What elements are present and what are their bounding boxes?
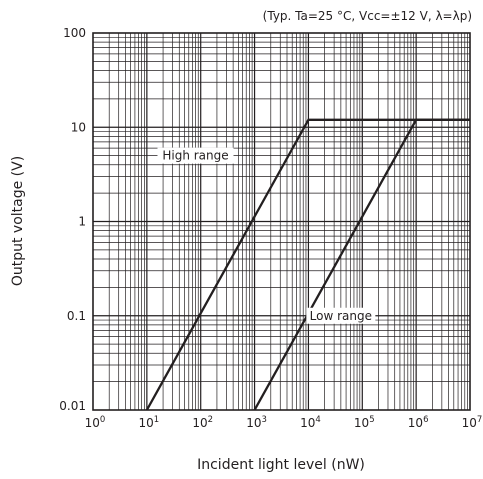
- y-axis-ticks: 100 10 1 0.1 0.01: [59, 26, 86, 413]
- x-axis-ticks: 100 101 102 103 104 105 106 107: [85, 415, 483, 430]
- y-axis-title: Output voltage (V): [10, 156, 26, 286]
- y-tick-label: 100: [63, 26, 86, 40]
- x-tick-label: 105: [354, 415, 375, 430]
- grid: [93, 33, 470, 410]
- y-tick-label: 10: [71, 120, 86, 134]
- x-tick-label: 106: [408, 415, 429, 430]
- y-tick-label: 0.1: [67, 309, 86, 323]
- series-labels: High range Low range: [157, 147, 376, 324]
- y-tick-label: 0.01: [59, 399, 86, 413]
- series-label-text: High range: [162, 149, 228, 163]
- x-tick-label: 100: [85, 415, 106, 430]
- x-axis-title: Incident light level (nW): [197, 457, 365, 473]
- series-label: High range: [157, 147, 234, 164]
- x-tick-label: 107: [462, 415, 483, 430]
- y-tick-label: 1: [78, 215, 86, 229]
- x-tick-label: 103: [246, 415, 267, 430]
- plot-area: [92, 32, 471, 411]
- series-label-text: Low range: [310, 309, 372, 323]
- x-tick-label: 101: [139, 415, 160, 430]
- series-label: Low range: [306, 307, 376, 324]
- x-tick-label: 102: [192, 415, 213, 430]
- chart-note: (Typ. Ta=25 °C, Vcc=±12 V, λ=λp): [263, 9, 472, 23]
- x-tick-label: 104: [300, 415, 321, 430]
